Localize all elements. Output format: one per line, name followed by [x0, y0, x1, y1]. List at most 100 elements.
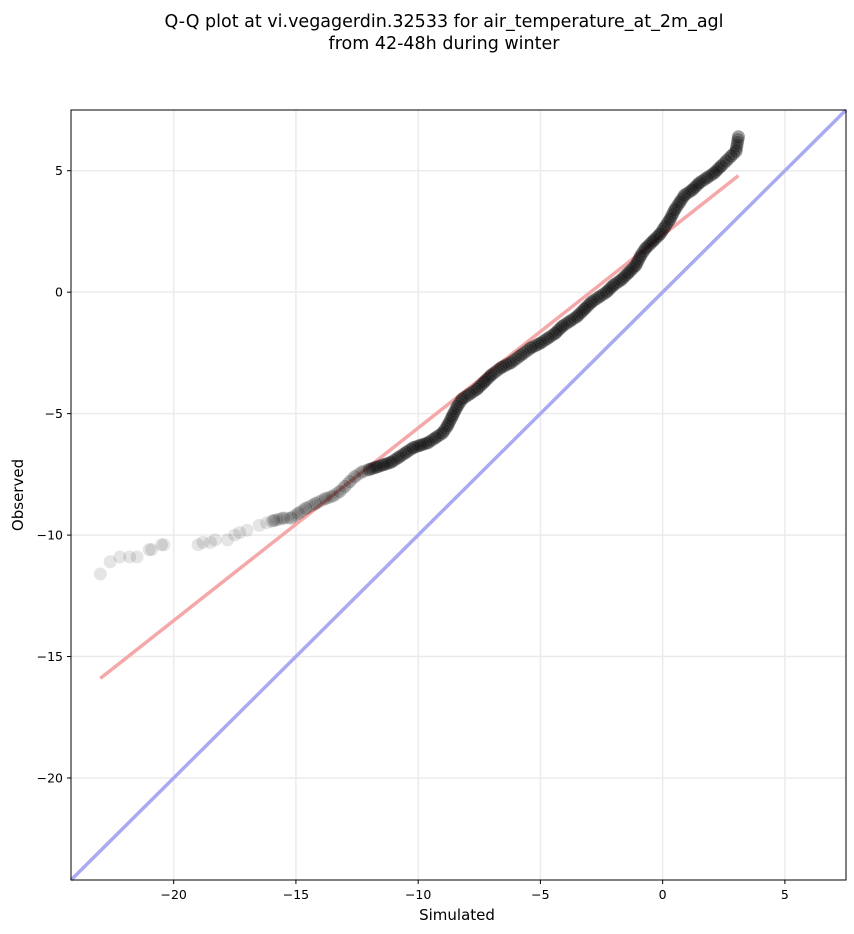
data-point — [313, 494, 327, 508]
x-tick-label: −20 — [160, 887, 186, 902]
data-point — [597, 287, 611, 301]
data-point — [729, 141, 743, 155]
data-point — [284, 511, 298, 525]
reference-lines — [69, 108, 848, 882]
y-tick-label: 5 — [55, 163, 63, 178]
data-point — [601, 283, 615, 297]
data-point — [583, 297, 597, 311]
data-point — [455, 392, 469, 406]
data-point — [333, 484, 347, 498]
data-point — [252, 518, 266, 532]
data-point — [365, 462, 379, 476]
data-point — [676, 190, 690, 204]
data-point — [576, 304, 590, 318]
data-point — [414, 438, 428, 452]
data-point — [362, 462, 376, 476]
data-point — [291, 506, 305, 520]
data-point — [705, 168, 719, 182]
data-point — [472, 381, 486, 395]
data-point — [674, 193, 688, 207]
data-point — [623, 264, 637, 278]
data-point — [348, 470, 362, 484]
data-point — [717, 156, 731, 170]
data-point — [443, 414, 457, 428]
data-point — [731, 130, 745, 144]
data-point — [399, 445, 413, 459]
data-point — [384, 455, 398, 469]
data-point — [538, 333, 552, 347]
data-point — [458, 390, 472, 404]
data-point — [409, 440, 423, 454]
data-point — [228, 528, 242, 542]
data-point — [700, 171, 714, 185]
plot-frame — [70, 109, 847, 881]
data-point — [355, 465, 369, 479]
data-point — [277, 511, 291, 525]
data-point — [157, 538, 171, 552]
data-point — [360, 463, 374, 477]
data-point — [727, 147, 741, 161]
data-point — [492, 362, 506, 376]
data-point — [653, 227, 667, 241]
data-point — [401, 444, 415, 458]
data-point — [663, 212, 677, 226]
x-tick-label: 0 — [659, 887, 667, 902]
data-point — [570, 309, 584, 323]
data-point — [448, 404, 462, 418]
data-point — [719, 154, 733, 168]
data-point — [543, 330, 557, 344]
data-point — [340, 477, 354, 491]
x-axis-ticks: −20 −15 −10 −5 0 5 — [160, 880, 789, 902]
data-point — [558, 318, 572, 332]
data-point — [447, 407, 461, 421]
y-axis-label: Observed — [9, 459, 27, 531]
data-point — [499, 358, 513, 372]
data-point — [572, 308, 586, 322]
data-point — [442, 416, 456, 430]
y-tick-label: −5 — [45, 406, 63, 421]
data-point — [524, 341, 538, 355]
data-point — [568, 311, 582, 325]
data-point — [614, 273, 628, 287]
data-point — [394, 449, 408, 463]
data-point — [689, 180, 703, 194]
data-point — [392, 450, 406, 464]
data-point — [439, 421, 453, 435]
data-point — [612, 275, 626, 289]
data-point — [697, 173, 711, 187]
data-point — [664, 210, 678, 224]
data-point — [730, 138, 744, 152]
data-point — [620, 268, 634, 282]
data-point — [260, 516, 274, 530]
data-point — [487, 366, 501, 380]
x-tick-label: −15 — [283, 887, 309, 902]
data-point — [326, 489, 340, 503]
data-point — [481, 371, 495, 385]
data-point — [683, 185, 697, 199]
y-tick-label: −20 — [37, 770, 63, 785]
data-point — [546, 328, 560, 342]
data-point — [521, 343, 535, 357]
data-point — [690, 178, 704, 192]
data-point — [191, 538, 205, 552]
data-point — [196, 535, 210, 549]
data-point — [299, 501, 313, 515]
data-point — [560, 316, 574, 330]
data-point — [123, 550, 137, 564]
data-point — [475, 377, 489, 391]
data-point — [465, 386, 479, 400]
data-point — [616, 271, 630, 285]
data-point — [579, 300, 593, 314]
data-point — [286, 509, 300, 523]
data-point — [357, 464, 371, 478]
data-point — [634, 249, 648, 263]
data-point — [145, 543, 159, 557]
data-point — [489, 364, 503, 378]
data-point — [449, 402, 463, 416]
data-point — [452, 397, 466, 411]
data-point — [460, 389, 474, 403]
data-point — [678, 188, 692, 202]
data-point — [479, 373, 493, 387]
data-point — [629, 258, 643, 272]
data-point — [463, 387, 477, 401]
